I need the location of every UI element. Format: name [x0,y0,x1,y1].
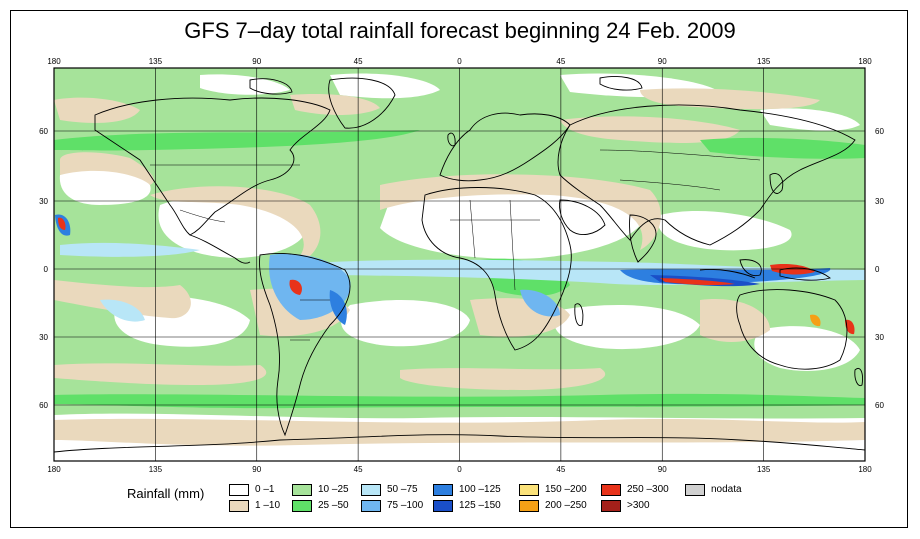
top-lon-tick-label: 180 [47,57,61,66]
coastlines [54,76,865,453]
legend-label: 125 –150 [459,500,501,511]
top-lon-tick-label: 0 [457,57,462,66]
legend-label: 1 –10 [255,500,281,511]
legend-label: 50 –75 [387,484,418,495]
right-lat-tick-label: 30 [875,197,884,206]
left-lat-tick-label: 0 [44,265,49,274]
bottom-lon-tick-label: 90 [658,465,667,474]
left-lat-tick-label: 60 [39,127,48,136]
bottom-lon-tick-label: 45 [556,465,565,474]
legend-swatch [433,500,453,512]
legend-swatch [229,484,249,496]
right-lat-tick-label: 60 [875,401,884,410]
top-lon-tick-label: 45 [354,57,363,66]
legend-label: 25 –50 [318,500,349,511]
legend-swatch [519,500,539,512]
tropical-heavy-rain [55,214,865,335]
bottom-lon-tick-label: 0 [457,465,462,474]
legend-swatch [229,500,249,512]
legend-label: 75 –100 [387,500,424,511]
left-lat-tick-label: 60 [39,401,48,410]
country-borders [150,149,761,341]
top-lon-tick-label: 135 [757,57,771,66]
right-lat-tick-label: 60 [875,127,884,136]
top-lon-tick-label: 90 [658,57,667,66]
bottom-lon-tick-label: 135 [757,465,771,474]
bottom-lon-tick-label: 45 [354,465,363,474]
legend-swatch [601,500,621,512]
bottom-lon-tick-label: 180 [858,465,872,474]
legend-swatch [361,500,381,512]
graticule [54,68,865,461]
top-lon-tick-label: 90 [252,57,261,66]
map-border [53,67,866,462]
legend-label: >300 [627,500,650,511]
bottom-longitude-labels: 180 135 90 45 0 45 90 135 180 [47,465,872,474]
legend-swatch [519,484,539,496]
top-longitude-labels: 180 135 90 45 0 45 90 135 180 [47,57,872,66]
left-latitude-labels: 60 30 0 30 60 [39,127,48,410]
top-lon-tick-label: 135 [149,57,163,66]
legend-label: 200 –250 [545,500,587,511]
legend-swatch [433,484,453,496]
bottom-lon-tick-label: 135 [149,465,163,474]
legend-title: Rainfall (mm) [127,486,205,501]
legend-label: 0 –1 [255,484,275,495]
legend-swatch [601,484,621,496]
legend-swatch [292,500,312,512]
legend-swatch [292,484,312,496]
top-lon-tick-label: 180 [858,57,872,66]
legend-label: 250 –300 [627,484,669,495]
right-lat-tick-label: 0 [875,265,880,274]
legend-swatch [361,484,381,496]
legend-swatch [685,484,705,496]
left-lat-tick-label: 30 [39,333,48,342]
left-lat-tick-label: 30 [39,197,48,206]
right-lat-tick-label: 30 [875,333,884,342]
legend-label: 100 –125 [459,484,501,495]
legend-label: 10 –25 [318,484,349,495]
legend-label: nodata [711,484,742,495]
bottom-lon-tick-label: 180 [47,465,61,474]
map-title: GFS 7–day total rainfall forecast beginn… [184,18,736,43]
top-lon-tick-label: 45 [556,57,565,66]
right-latitude-labels: 60 30 0 30 60 [875,127,884,410]
legend-label: 150 –200 [545,484,587,495]
bottom-lon-tick-label: 90 [252,465,261,474]
